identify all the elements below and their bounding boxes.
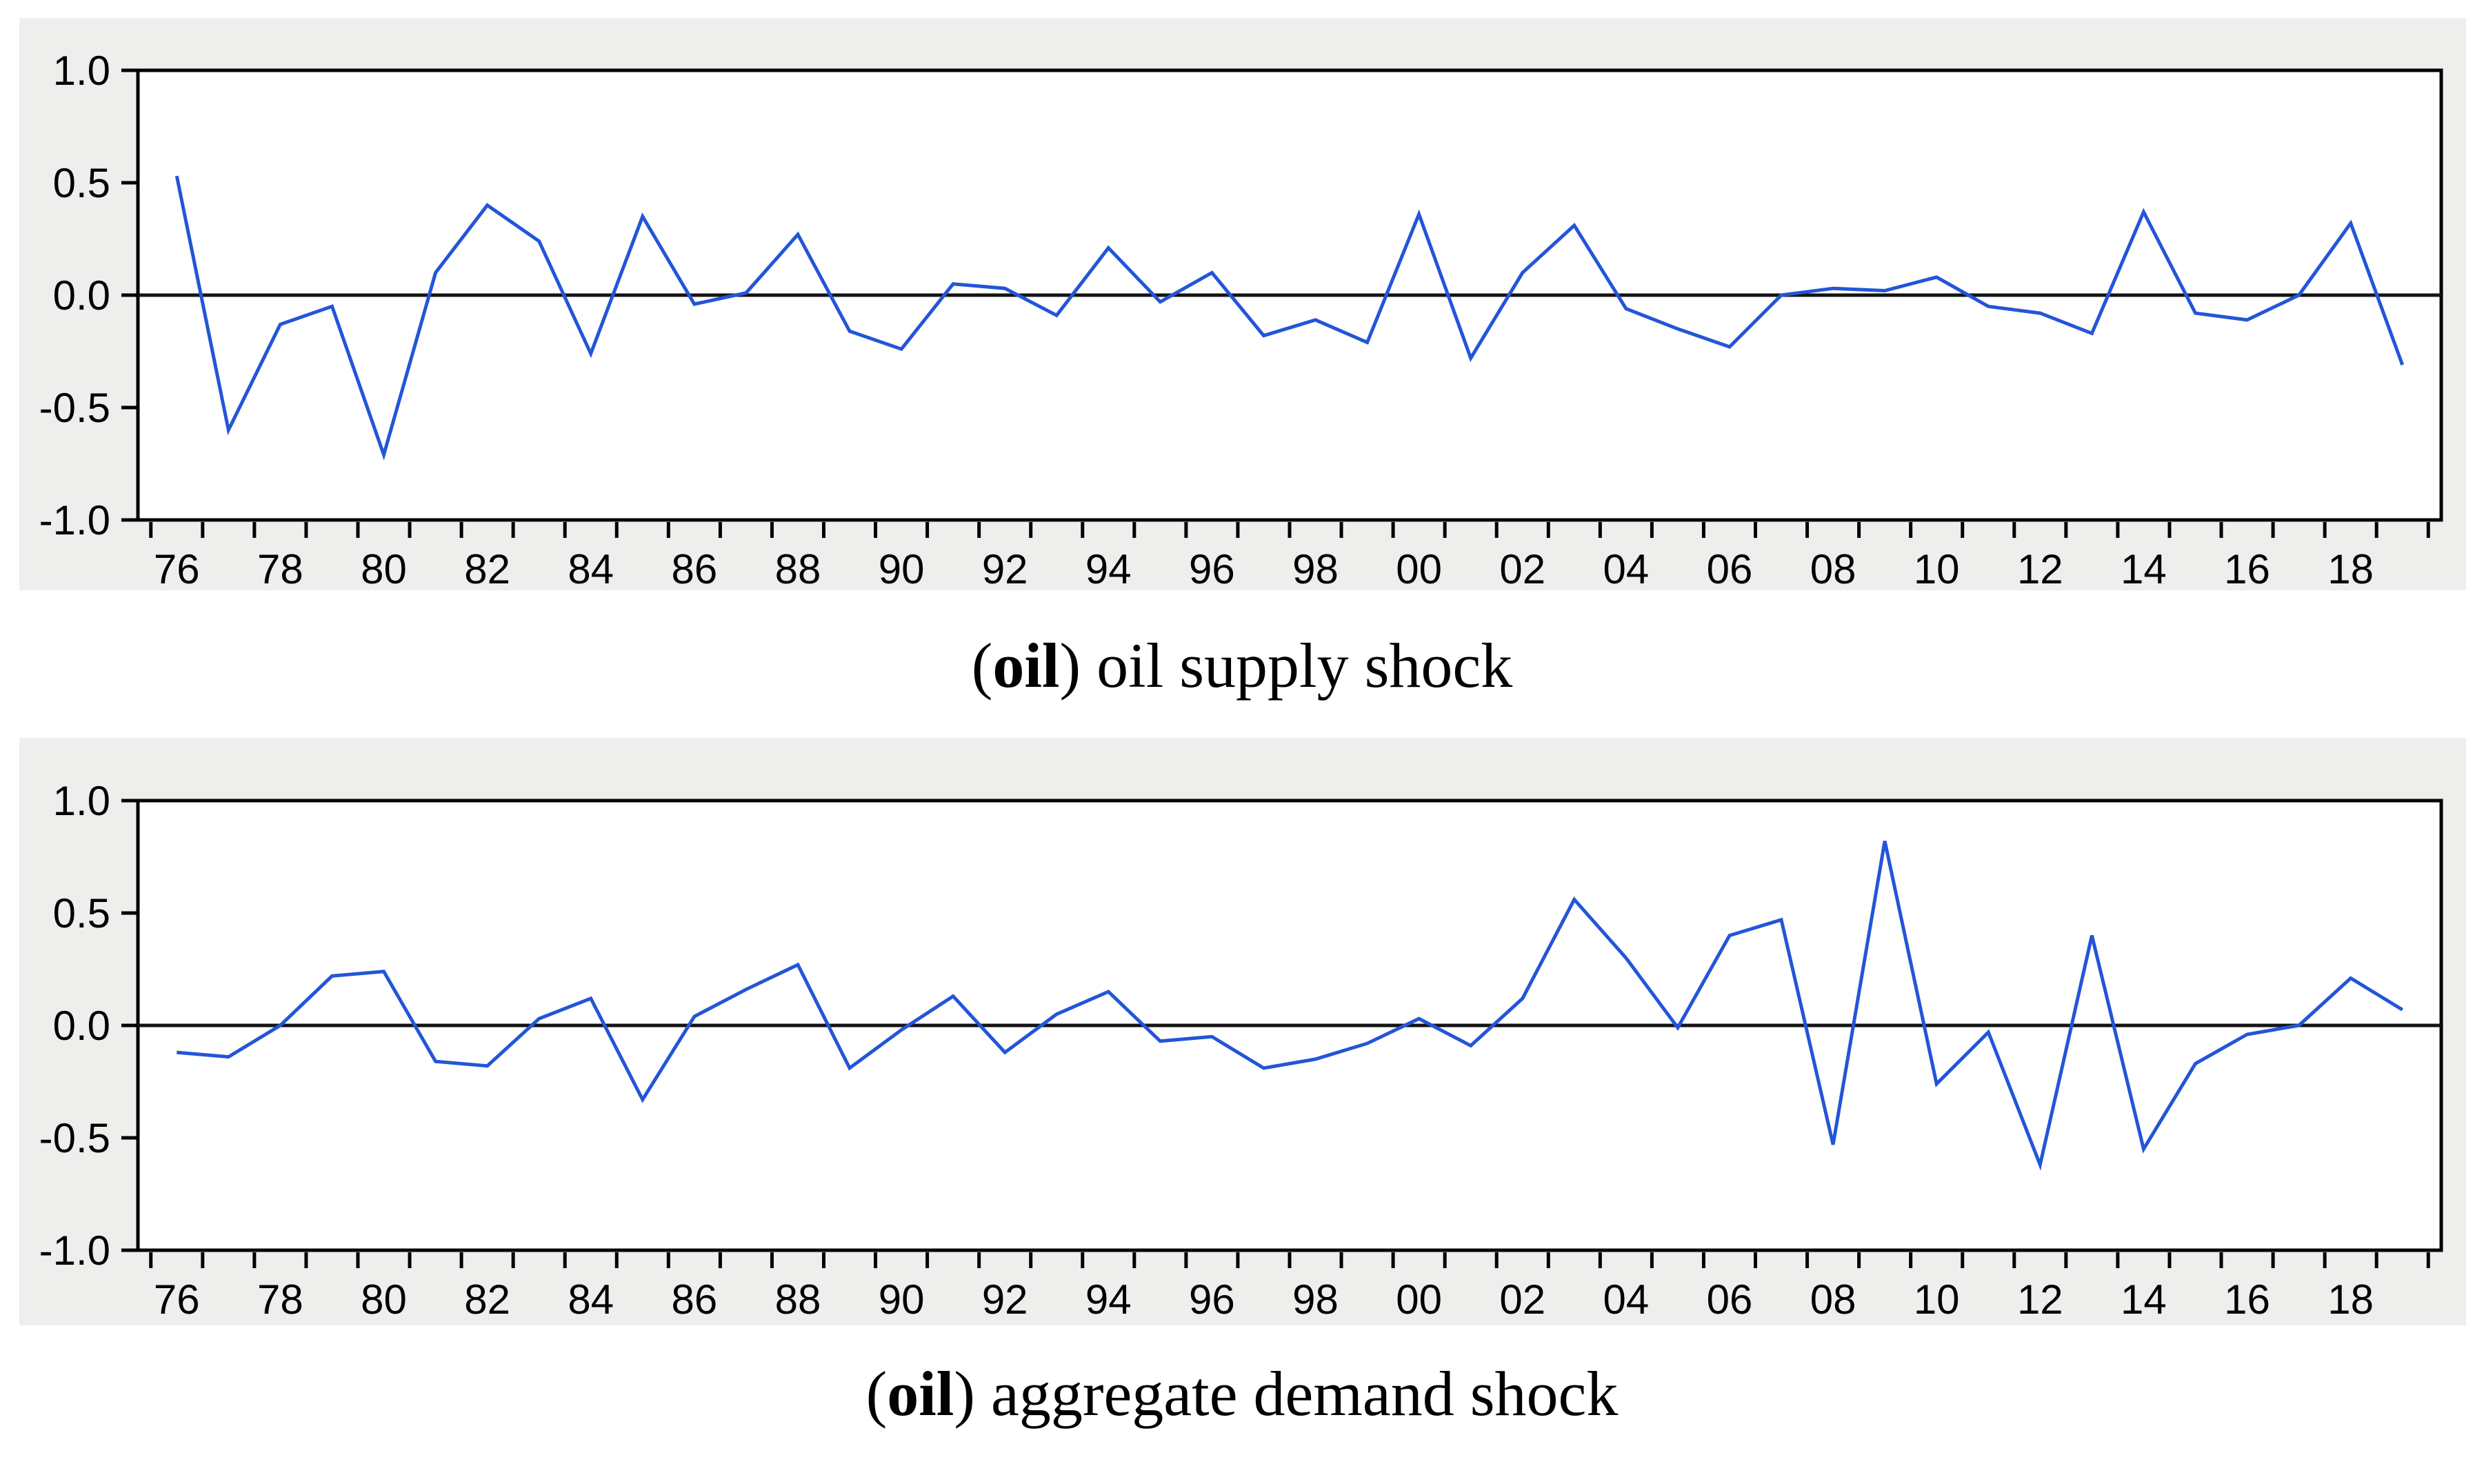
svg-text:02: 02 (1499, 1276, 1545, 1323)
caption-text: ) aggregate demand shock (954, 1358, 1619, 1429)
svg-text:82: 82 (464, 1276, 510, 1323)
svg-text:08: 08 (1810, 546, 1856, 590)
svg-text:96: 96 (1189, 546, 1235, 590)
svg-text:76: 76 (154, 1276, 200, 1323)
svg-text:86: 86 (671, 546, 717, 590)
svg-text:-0.5: -0.5 (39, 1115, 110, 1161)
svg-text:00: 00 (1396, 1276, 1442, 1323)
svg-text:78: 78 (257, 1276, 303, 1323)
svg-text:80: 80 (361, 546, 407, 590)
svg-text:02: 02 (1499, 546, 1545, 590)
svg-text:04: 04 (1603, 546, 1649, 590)
oil-supply-shock-chart-panel: 1.0 0.5 0.0 -0.5 -1.0 76 78 80 82 84 86 88 90 92 94 96 9… (19, 18, 2466, 590)
svg-text:-0.5: -0.5 (39, 385, 110, 431)
svg-text:04: 04 (1603, 1276, 1649, 1323)
svg-text:0.5: 0.5 (53, 890, 110, 936)
svg-text:0.0: 0.0 (53, 1003, 110, 1049)
svg-text:16: 16 (2224, 1276, 2270, 1323)
oil-supply-shock-line-chart: 1.0 0.5 0.0 -0.5 -1.0 76 78 80 82 84 86 88 90 92 94 96 9… (39, 48, 2443, 590)
caption-paren-open: ( (971, 630, 993, 701)
svg-text:06: 06 (1707, 1276, 1753, 1323)
svg-text:92: 92 (982, 1276, 1028, 1323)
svg-text:12: 12 (2017, 1276, 2063, 1323)
svg-text:98: 98 (1292, 546, 1339, 590)
svg-text:14: 14 (2121, 546, 2167, 590)
svg-text:82: 82 (464, 546, 510, 590)
svg-text:14: 14 (2121, 1276, 2167, 1323)
aggregate-demand-shock-chart-panel: 1.0 0.5 0.0 -0.5 -1.0 76 78 80 82 84 86 88 90 92 94 96 9… (19, 738, 2466, 1325)
svg-text:1.0: 1.0 (53, 778, 110, 824)
svg-text:96: 96 (1189, 1276, 1235, 1323)
svg-text:18: 18 (2327, 1276, 2374, 1323)
svg-text:00: 00 (1396, 546, 1442, 590)
svg-text:10: 10 (1914, 546, 1960, 590)
svg-text:12: 12 (2017, 546, 2063, 590)
caption-paren-open: ( (865, 1358, 888, 1429)
caption-text: ) oil supply shock (1059, 630, 1513, 701)
svg-text:90: 90 (879, 1276, 925, 1323)
svg-text:88: 88 (775, 546, 821, 590)
svg-text:-1.0: -1.0 (39, 497, 110, 543)
svg-text:0.0: 0.0 (53, 272, 110, 319)
svg-text:78: 78 (257, 546, 303, 590)
svg-text:1.0: 1.0 (53, 48, 110, 94)
svg-text:84: 84 (568, 1276, 614, 1323)
svg-text:92: 92 (982, 546, 1028, 590)
caption-bold-oil: oil (887, 1358, 954, 1429)
svg-text:76: 76 (154, 546, 200, 590)
svg-text:06: 06 (1707, 546, 1753, 590)
svg-text:88: 88 (775, 1276, 821, 1323)
svg-text:10: 10 (1914, 1276, 1960, 1323)
svg-text:08: 08 (1810, 1276, 1856, 1323)
caption-bold-oil: oil (992, 630, 1060, 701)
aggregate-demand-shock-caption: (oil) aggregate demand shock (0, 1357, 2484, 1430)
svg-text:84: 84 (568, 546, 614, 590)
svg-text:-1.0: -1.0 (39, 1227, 110, 1274)
svg-text:94: 94 (1085, 546, 1132, 590)
svg-text:18: 18 (2327, 546, 2374, 590)
oil-supply-shock-caption: (oil) oil supply shock (0, 629, 2484, 702)
svg-text:90: 90 (879, 546, 925, 590)
svg-text:94: 94 (1085, 1276, 1132, 1323)
svg-text:98: 98 (1292, 1276, 1339, 1323)
svg-text:86: 86 (671, 1276, 717, 1323)
svg-text:80: 80 (361, 1276, 407, 1323)
svg-text:0.5: 0.5 (53, 160, 110, 206)
aggregate-demand-shock-line-chart: 1.0 0.5 0.0 -0.5 -1.0 76 78 80 82 84 86 88 90 92 94 96 9… (39, 778, 2443, 1323)
svg-text:16: 16 (2224, 546, 2270, 590)
